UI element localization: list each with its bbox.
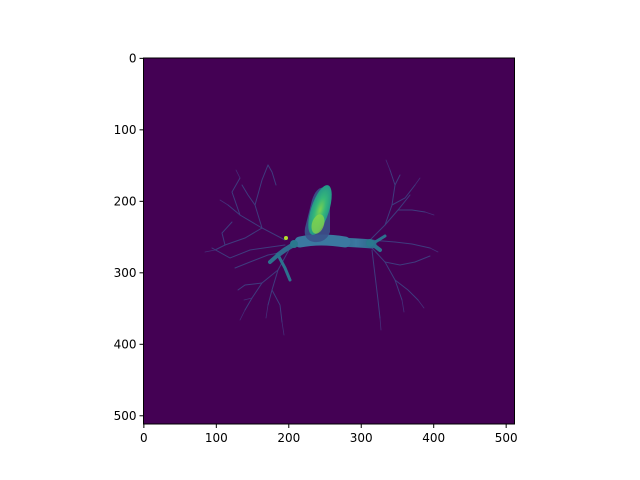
y-tick-label: 400	[114, 337, 137, 351]
x-axis: 0 100 200 300 400 500	[140, 424, 518, 445]
y-tick-label: 200	[114, 194, 137, 208]
y-tick-label: 100	[114, 123, 137, 137]
y-tick-label: 0	[129, 51, 137, 65]
x-tick-label: 0	[140, 431, 148, 445]
y-tick-label: 500	[114, 409, 137, 423]
axes-frame	[143, 57, 515, 425]
x-tick-label: 300	[350, 431, 373, 445]
x-tick-label: 400	[422, 431, 445, 445]
y-tick-label: 300	[114, 266, 137, 280]
x-tick-label: 100	[205, 431, 228, 445]
x-tick-label: 500	[495, 431, 518, 445]
y-axis: 0 100 200 300 400 500	[114, 51, 144, 423]
airway-tree-image	[204, 159, 439, 336]
x-tick-label: 200	[277, 431, 300, 445]
